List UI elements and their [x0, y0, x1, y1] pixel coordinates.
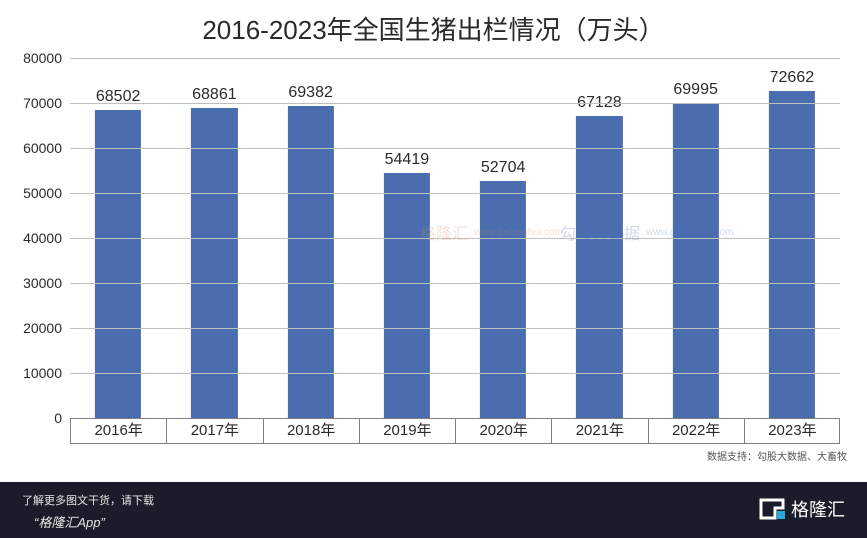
- y-tick-label: 10000: [23, 365, 62, 381]
- data-source-line: 数据支持：勾股大数据、大畜牧: [707, 448, 847, 463]
- bar: 68861: [191, 108, 237, 418]
- bar: 68502: [95, 110, 141, 418]
- y-tick-label: 20000: [23, 320, 62, 336]
- footer-hint-line2: “格隆汇App”: [34, 512, 105, 531]
- y-tick-label: 40000: [23, 230, 62, 246]
- x-tick-label: 2022年: [648, 418, 744, 444]
- brand-logo-text: 格隆汇: [791, 496, 845, 522]
- x-axis: 2016年2017年2018年2019年2020年2021年2022年2023年: [70, 418, 840, 444]
- bar: 72662: [769, 91, 815, 418]
- bar: 69995: [673, 103, 719, 418]
- gridline: [70, 373, 840, 374]
- bar-value-label: 68861: [192, 86, 237, 104]
- y-tick-label: 70000: [23, 95, 62, 111]
- x-tick-label: 2017年: [166, 418, 262, 444]
- y-tick-label: 0: [54, 410, 62, 426]
- gridline: [70, 148, 840, 149]
- gridline: [70, 58, 840, 59]
- bar: 69382: [288, 106, 334, 418]
- y-tick-label: 30000: [23, 275, 62, 291]
- brand-logo: 格隆汇: [757, 496, 845, 522]
- bar-value-label: 72662: [770, 69, 815, 87]
- gridline: [70, 103, 840, 104]
- bar-value-label: 52704: [481, 159, 526, 177]
- gridline: [70, 238, 840, 239]
- gridline: [70, 328, 840, 329]
- chart-title: 2016-2023年全国生猪出栏情况（万头）: [0, 10, 867, 47]
- x-tick-label: 2016年: [70, 418, 166, 444]
- footer-bar: 了解更多图文干货，请下载 “格隆汇App” 格隆汇: [0, 482, 867, 538]
- footer-hint-line1: 了解更多图文干货，请下载: [22, 492, 154, 508]
- bar-value-label: 69995: [673, 81, 718, 99]
- bar: 54419: [384, 173, 430, 418]
- y-tick-label: 60000: [23, 140, 62, 156]
- x-tick-label: 2018年: [263, 418, 359, 444]
- x-tick-label: 2020年: [455, 418, 551, 444]
- chart-region: 2016-2023年全国生猪出栏情况（万头） 68502 68861 69382 54…: [0, 0, 867, 468]
- bar-value-label: 69382: [288, 84, 333, 102]
- bar-value-label: 54419: [385, 151, 430, 169]
- plot-area: 6850268861693825441952704671286999572662…: [70, 58, 840, 418]
- x-tick-label: 2019年: [359, 418, 455, 444]
- y-tick-label: 80000: [23, 50, 62, 66]
- x-tick-label: 2021年: [551, 418, 647, 444]
- bar: 52704: [480, 181, 526, 418]
- y-tick-label: 50000: [23, 185, 62, 201]
- gridline: [70, 193, 840, 194]
- brand-logo-icon: [757, 496, 787, 522]
- gridline: [70, 283, 840, 284]
- x-tick-label: 2023年: [744, 418, 840, 444]
